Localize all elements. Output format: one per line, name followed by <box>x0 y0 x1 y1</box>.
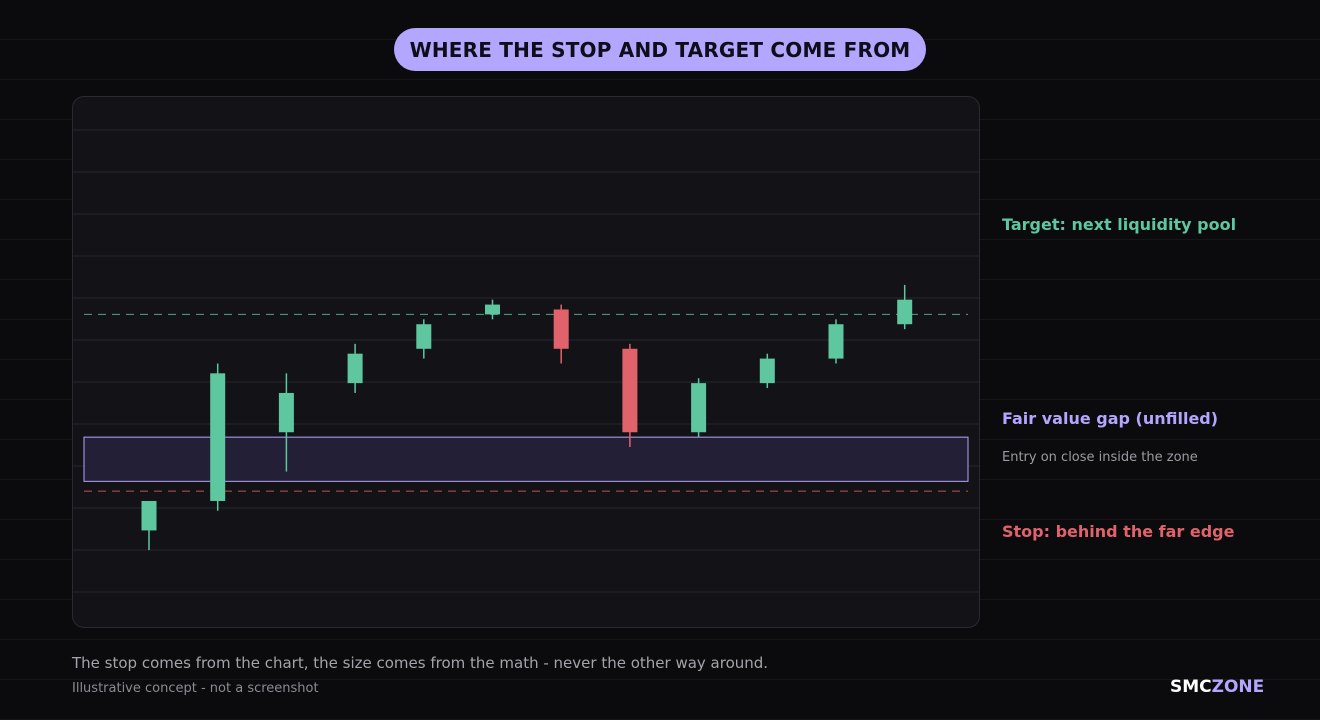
grid-lines <box>73 129 979 593</box>
fvg-label: Fair value gap (unfilled) <box>1002 409 1219 428</box>
candle-body <box>553 309 569 349</box>
candle-body <box>485 304 500 315</box>
candles <box>141 284 913 551</box>
candle <box>897 284 913 330</box>
candle <box>622 343 638 447</box>
candle <box>828 319 844 364</box>
brand-part-2: ZONE <box>1211 677 1265 697</box>
chart-panel <box>72 96 980 628</box>
candle-body <box>759 358 775 384</box>
entry-label: Entry on close inside the zone <box>1002 450 1198 465</box>
brand-logo: SMCZONE <box>1170 677 1264 697</box>
candle-body <box>828 324 844 359</box>
fvg-zone <box>83 436 969 482</box>
candle <box>759 353 775 389</box>
stop-label: Stop: behind the far edge <box>1002 522 1235 541</box>
candlestick-chart <box>73 129 979 593</box>
candle-body <box>278 392 294 433</box>
caption: The stop comes from the chart, the size … <box>72 654 769 672</box>
candle <box>416 319 432 359</box>
candle <box>485 299 500 320</box>
brand-part-1: SMC <box>1170 677 1212 697</box>
target-label: Target: next liquidity pool <box>1002 215 1237 234</box>
candle-body <box>897 299 913 325</box>
candle <box>691 378 707 438</box>
candle-body <box>141 500 157 531</box>
disclaimer-note: Illustrative concept - not a screenshot <box>72 681 319 696</box>
candle-body <box>416 324 432 349</box>
candle <box>278 373 294 472</box>
candle-body <box>691 383 707 433</box>
candle <box>141 500 157 551</box>
chart-title: WHERE THE STOP AND TARGET COME FROM <box>394 28 926 71</box>
candle <box>210 363 226 511</box>
candle-body <box>347 353 363 384</box>
candle <box>347 343 363 393</box>
candle-body <box>622 348 638 433</box>
candle-body <box>210 373 226 501</box>
candle <box>553 304 569 364</box>
